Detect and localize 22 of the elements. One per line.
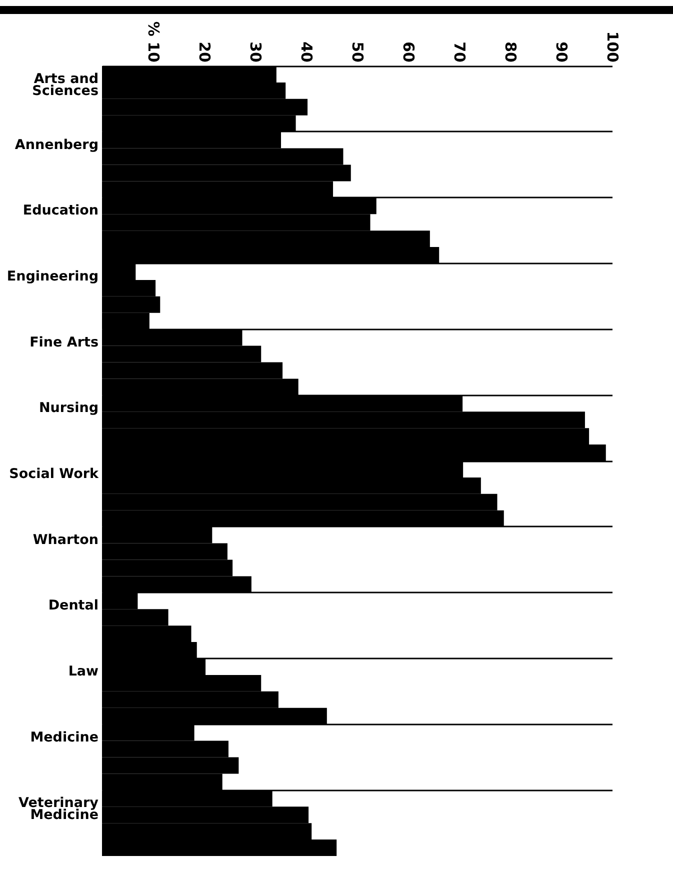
y-tick-label: Education [22, 202, 98, 219]
x-tick-label: % 10 [144, 21, 162, 62]
x-tick-label: 80 [502, 42, 520, 62]
y-tick-label: Medicine [30, 729, 98, 746]
x-tick-label: 30 [246, 42, 264, 62]
y-tick-label: Engineering [6, 268, 98, 284]
y-tick-label: Annenberg [14, 136, 98, 153]
y-tick-label: Veterinary Medicine [18, 795, 99, 824]
x-tick-label: 40 [298, 42, 316, 62]
x-tick-label: 60 [400, 42, 418, 62]
x-tick-label: 90 [552, 42, 570, 62]
y-tick-label: Social Work [9, 466, 100, 482]
y-tick-label: Wharton [32, 532, 98, 548]
x-tick-label: 70 [450, 42, 468, 62]
y-tick-label: Nursing [38, 400, 98, 416]
y-tick-label: Dental [48, 598, 98, 614]
x-tick-label: 100 [604, 31, 622, 62]
x-tick-label: 20 [196, 42, 214, 62]
y-tick-label: Fine Arts [30, 334, 98, 350]
y-tick-label: Law [68, 663, 98, 680]
y-tick-label: Arts and Sciences [32, 70, 98, 99]
x-tick-label: 50 [348, 42, 366, 62]
